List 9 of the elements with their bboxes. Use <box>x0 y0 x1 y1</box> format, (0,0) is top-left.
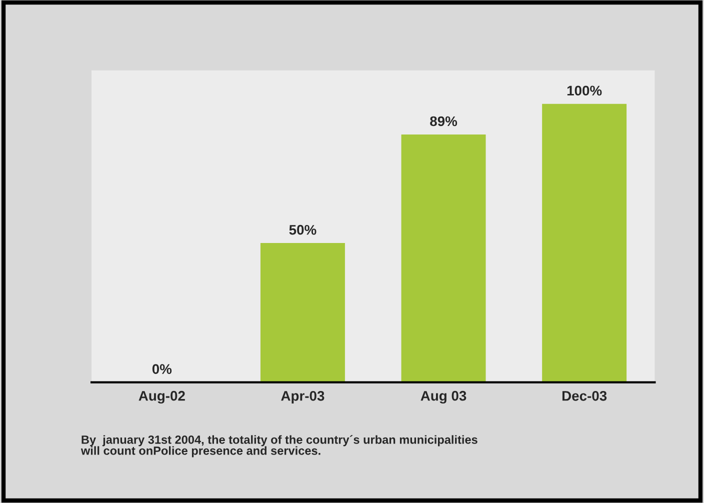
x-tick-label: Dec-03 <box>562 390 607 401</box>
data-label: 0% <box>152 364 172 374</box>
text: By january 31st 2004, the totality of the country´s urban municipalities will count onPolice presence and services. <box>80 435 478 458</box>
data-label: 89% <box>430 116 458 126</box>
x-tick-label: Aug-02 <box>138 390 185 404</box>
x-tick-label: Apr-03 <box>281 390 324 404</box>
data-label: 50% <box>289 224 316 235</box>
x-tick-label: Aug 03 <box>420 390 466 404</box>
data-label: 100% <box>567 86 602 96</box>
